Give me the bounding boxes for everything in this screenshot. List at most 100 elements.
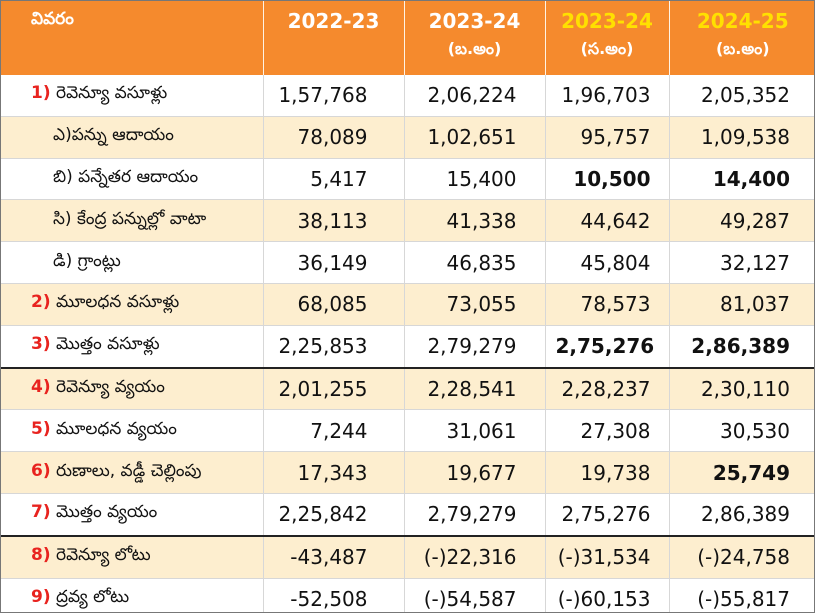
header-col-2022-23: 2022-23: [262, 1, 404, 75]
table-row: 8) రెవెన్యూ లోటు -43,487 (-)22,316 (-)31…: [1, 535, 814, 579]
table-row: ఎ)పన్ను ఆదాయం 78,089 1,02,651 95,757 1,0…: [1, 116, 814, 159]
row-number: 7): [31, 502, 51, 523]
cell-value: 2,01,255: [262, 367, 404, 411]
cell-value: 19,677: [403, 451, 545, 494]
cell-value: (-)22,316: [403, 535, 545, 579]
row-label-text: ద్రవ్య లోటు: [56, 586, 130, 607]
header-year: 2024-25: [696, 9, 789, 33]
header-label: వివరం: [1, 1, 263, 75]
row-number: 9): [31, 586, 51, 607]
cell-value: 38,113: [262, 199, 404, 243]
cell-value: 46,835: [403, 241, 545, 284]
cell-value: (-)60,153: [544, 578, 669, 612]
row-label-text: మూలధన వ్యయం: [56, 418, 177, 439]
header-col-2023-24-re: 2023-24 (స.అం): [544, 1, 669, 75]
cell-value: 2,25,853: [262, 325, 404, 369]
cell-value: 45,804: [544, 241, 669, 284]
table-row: 4) రెవెన్యూ వ్యయం 2,01,255 2,28,541 2,28…: [1, 367, 814, 411]
cell-value: 1,09,538: [668, 116, 814, 159]
row-label: బి) పన్నేతర ఆదాయం: [1, 158, 263, 201]
cell-value: 81,037: [668, 283, 814, 326]
cell-value: 73,055: [403, 283, 545, 326]
cell-value: 2,06,224: [403, 75, 545, 117]
row-label: ఎ)పన్ను ఆదాయం: [1, 116, 263, 159]
cell-value: 19,738: [544, 451, 669, 494]
cell-value: 1,57,768: [262, 75, 404, 117]
cell-value: 2,28,237: [544, 367, 669, 411]
row-label: 6) రుణాలు, వడ్డీ చెల్లింపు: [1, 451, 263, 494]
row-label: 9) ద్రవ్య లోటు: [1, 578, 263, 612]
table-row: 1) రెవెన్యూ వసూళ్లు 1,57,768 2,06,224 1,…: [1, 75, 814, 117]
row-label: సి) కేంద్ర పన్నుల్లో వాటా: [1, 199, 263, 243]
cell-value: 2,25,842: [262, 493, 404, 537]
table-row: 9) ద్రవ్య లోటు -52,508 (-)54,587 (-)60,1…: [1, 578, 814, 612]
cell-value: (-)54,587: [403, 578, 545, 612]
row-number: 3): [31, 334, 51, 355]
cell-value: 14,400: [668, 158, 814, 201]
cell-value: 41,338: [403, 199, 545, 243]
row-label: 7) మొత్తం వ్యయం: [1, 493, 263, 537]
cell-value: 7,244: [262, 409, 404, 453]
table-row: 3) మొత్తం వసూళ్లు 2,25,853 2,79,279 2,75…: [1, 325, 814, 369]
row-label-text: రుణాలు, వడ్డీ చెల్లింపు: [56, 460, 202, 481]
row-label-text: సి) కేంద్ర పన్నుల్లో వాటా: [53, 208, 207, 229]
row-number: 5): [31, 418, 51, 439]
cell-value: 68,085: [262, 283, 404, 326]
row-label: 1) రెవెన్యూ వసూళ్లు: [1, 75, 263, 117]
row-label-text: ఎ)పన్ను ఆదాయం: [53, 125, 174, 146]
row-label-text: మూలధన వసూళ్లు: [56, 292, 180, 313]
cell-value: 1,96,703: [544, 75, 669, 117]
row-number: 6): [31, 460, 51, 481]
header-year: 2023-24: [561, 9, 653, 33]
row-label-text: రెవెన్యూ లోటు: [56, 545, 151, 566]
cell-value: 2,75,276: [544, 493, 669, 537]
header-sub: (స.అం): [580, 39, 634, 58]
header-year: 2023-24: [428, 9, 521, 33]
header-sub: (బ.అం): [715, 39, 770, 58]
cell-value: 17,343: [262, 451, 404, 494]
header-row: వివరం 2022-23 2023-24 (బ.అం) 2023-24 (స.…: [1, 1, 814, 75]
cell-value: 95,757: [544, 116, 669, 159]
row-label-text: రెవెన్యూ వసూళ్లు: [56, 83, 168, 104]
cell-value: 30,530: [668, 409, 814, 453]
table-row: 5) మూలధన వ్యయం 7,244 31,061 27,308 30,53…: [1, 409, 814, 453]
row-label: 5) మూలధన వ్యయం: [1, 409, 263, 453]
cell-value: 5,417: [262, 158, 404, 201]
cell-value: 31,061: [403, 409, 545, 453]
row-label-text: మొత్తం వసూళ్లు: [56, 334, 160, 355]
header-year: 2022-23: [287, 9, 380, 33]
cell-value: 2,28,541: [403, 367, 545, 411]
cell-value: 78,089: [262, 116, 404, 159]
cell-value: 78,573: [544, 283, 669, 326]
cell-value: (-)24,758: [668, 535, 814, 579]
cell-value: 10,500: [544, 158, 669, 201]
row-label: 8) రెవెన్యూ లోటు: [1, 535, 263, 579]
table-row: 6) రుణాలు, వడ్డీ చెల్లింపు 17,343 19,677…: [1, 451, 814, 494]
row-number: 2): [31, 292, 51, 313]
header-col-2023-24-be: 2023-24 (బ.అం): [403, 1, 545, 75]
cell-value: 2,79,279: [403, 493, 545, 537]
cell-value: 1,02,651: [403, 116, 545, 159]
row-label: డి) గ్రాంట్లు: [1, 241, 263, 284]
cell-value: 36,149: [262, 241, 404, 284]
table-row: సి) కేంద్ర పన్నుల్లో వాటా 38,113 41,338 …: [1, 199, 814, 243]
row-label-text: రెవెన్యూ వ్యయం: [56, 376, 165, 397]
cell-value: -52,508: [262, 578, 404, 612]
cell-value: 2,75,276: [544, 325, 669, 369]
row-label-text: డి) గ్రాంట్లు: [53, 250, 121, 271]
cell-value: 25,749: [668, 451, 814, 494]
cell-value: -43,487: [262, 535, 404, 579]
row-label-text: మొత్తం వ్యయం: [56, 502, 158, 523]
row-label-text: బి) పన్నేతర ఆదాయం: [53, 166, 199, 187]
cell-value: 32,127: [668, 241, 814, 284]
cell-value: 2,86,389: [668, 493, 814, 537]
row-number: 4): [31, 376, 51, 397]
cell-value: 27,308: [544, 409, 669, 453]
cell-value: 2,30,110: [668, 367, 814, 411]
table-row: 2) మూలధన వసూళ్లు 68,085 73,055 78,573 81…: [1, 283, 814, 326]
cell-value: (-)55,817: [668, 578, 814, 612]
cell-value: 49,287: [668, 199, 814, 243]
table-row: 7) మొత్తం వ్యయం 2,25,842 2,79,279 2,75,2…: [1, 493, 814, 537]
cell-value: 2,05,352: [668, 75, 814, 117]
